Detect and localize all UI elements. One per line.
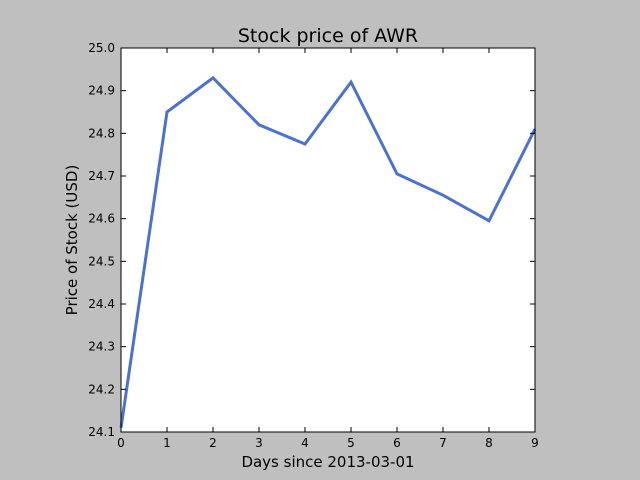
y-tick-label: 24.3	[88, 340, 115, 354]
chart-title: Stock price of AWR	[238, 25, 418, 47]
x-tick-label: 1	[163, 436, 171, 450]
y-tick-label: 24.7	[88, 169, 115, 183]
x-tick-label: 7	[439, 436, 447, 450]
x-tick-label: 6	[393, 436, 401, 450]
x-axis-label: Days since 2013-03-01	[241, 453, 414, 471]
y-axis: 24.1 24.2 24.3 24.4 24.5 24.6 24.7 24.8 24.9 25.0	[88, 41, 535, 439]
y-tick-label: 24.8	[88, 126, 115, 140]
series-layer	[119, 75, 537, 428]
y-tick-label: 24.1	[88, 425, 115, 439]
x-tick-label: 5	[347, 436, 355, 450]
y-axis-label: Price of Stock (USD)	[63, 165, 81, 316]
y-tick-label: 24.5	[88, 254, 115, 268]
x-tick-label: 3	[255, 436, 263, 450]
y-tick-label: 24.9	[88, 84, 115, 98]
plot-area	[121, 48, 535, 432]
y-tick-label: 24.6	[88, 212, 115, 226]
y-tick-label: 24.4	[88, 297, 115, 311]
x-tick-label: 0	[117, 436, 125, 450]
plot-frame	[120, 47, 536, 433]
x-axis: 0 1 2 3 4 5 6 7 8 9	[117, 48, 539, 450]
x-tick-label: 9	[531, 436, 539, 450]
x-tick-label: 8	[485, 436, 493, 450]
series-line-0	[119, 75, 537, 428]
x-tick-label: 2	[209, 436, 217, 450]
y-tick-label: 24.2	[88, 382, 115, 396]
x-tick-label: 4	[301, 436, 309, 450]
y-tick-label: 25.0	[88, 41, 115, 55]
